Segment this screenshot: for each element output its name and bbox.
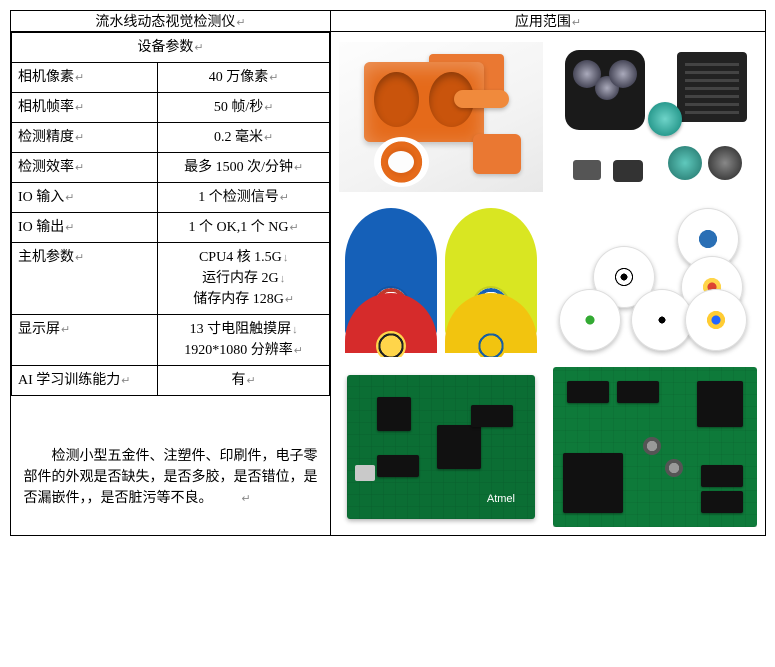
description-cell: 检测小型五金件、注塑件、印刷件，电子零部件的外观是否缺失，是否多胶，是否错位，是… xyxy=(12,396,330,528)
table-row: 检测精度↵ 0.2 毫米↵ xyxy=(12,123,330,153)
right-title: 应用范围 xyxy=(515,15,571,30)
image-green-pcb-atmel: Atmel xyxy=(339,367,543,527)
spec-label: 相机帧率↵ xyxy=(12,93,158,123)
table-row: IO 输出↵ 1 个 OK,1 个 NG↵ xyxy=(12,213,330,243)
spec-label: 检测精度↵ xyxy=(12,123,158,153)
spec-label: AI 学习训练能力↵ xyxy=(12,366,158,396)
right-body: Atmel xyxy=(331,32,766,536)
pcb-brand-label: Atmel xyxy=(487,493,515,505)
spec-label: IO 输入↵ xyxy=(12,183,158,213)
spec-value: 1 个 OK,1 个 NG↵ xyxy=(158,213,330,243)
left-header: 流水线动态视觉检测仪↵ xyxy=(11,11,331,32)
spec-label: IO 输出↵ xyxy=(12,213,158,243)
image-colored-fan-handles xyxy=(339,202,543,357)
spec-value: 最多 1500 次/分钟↵ xyxy=(158,153,330,183)
table-row: 显示屏↵ 13 寸电阻触摸屏↓ 1920*1080 分辨率↵ xyxy=(12,315,330,366)
spec-value: 有↵ xyxy=(158,366,330,396)
table-row: 主机参数↵ CPU4 核 1.5G↓ 运行内存 2G↓ 储存内存 128G↵ xyxy=(12,243,330,315)
image-printed-white-discs xyxy=(553,202,757,357)
spec-value: 13 寸电阻触摸屏↓ 1920*1080 分辨率↵ xyxy=(158,315,330,366)
description-text: 检测小型五金件、注塑件、印刷件，电子零部件的外观是否缺失，是否多胶，是否错位，是… xyxy=(24,449,318,506)
spec-value: 0.2 毫米↵ xyxy=(158,123,330,153)
spec-label: 检测效率↵ xyxy=(12,153,158,183)
spec-label: 显示屏↵ xyxy=(12,315,158,366)
table-row: 检测效率↵ 最多 1500 次/分钟↵ xyxy=(12,153,330,183)
spec-label: 相机像素↵ xyxy=(12,63,158,93)
image-orange-plastic-parts xyxy=(339,42,543,192)
table-row: 相机帧率↵ 50 帧/秒↵ xyxy=(12,93,330,123)
image-green-pcb-closeup xyxy=(553,367,757,527)
image-dark-plastic-assortment xyxy=(553,42,757,192)
right-header: 应用范围↵ xyxy=(331,11,766,32)
spec-subheader: 设备参数↵ xyxy=(12,33,330,63)
table-row: AI 学习训练能力↵ 有↵ xyxy=(12,366,330,396)
spec-label: 主机参数↵ xyxy=(12,243,158,315)
spec-value: 40 万像素↵ xyxy=(158,63,330,93)
left-body: 设备参数↵ 相机像素↵ 40 万像素↵ 相机帧率↵ 50 帧/秒↵ 检测精度↵ … xyxy=(11,32,331,536)
spec-value: CPU4 核 1.5G↓ 运行内存 2G↓ 储存内存 128G↵ xyxy=(158,243,330,315)
outer-table: 流水线动态视觉检测仪↵ 应用范围↵ 设备参数↵ 相机像素↵ 40 万像素↵ 相机… xyxy=(10,10,766,536)
left-title: 流水线动态视觉检测仪 xyxy=(95,15,235,30)
spec-value: 50 帧/秒↵ xyxy=(158,93,330,123)
spec-value: 1 个检测信号↵ xyxy=(158,183,330,213)
table-row: 相机像素↵ 40 万像素↵ xyxy=(12,63,330,93)
spec-table: 设备参数↵ 相机像素↵ 40 万像素↵ 相机帧率↵ 50 帧/秒↵ 检测精度↵ … xyxy=(11,32,330,527)
image-grid: Atmel xyxy=(339,42,757,527)
table-row: IO 输入↵ 1 个检测信号↵ xyxy=(12,183,330,213)
